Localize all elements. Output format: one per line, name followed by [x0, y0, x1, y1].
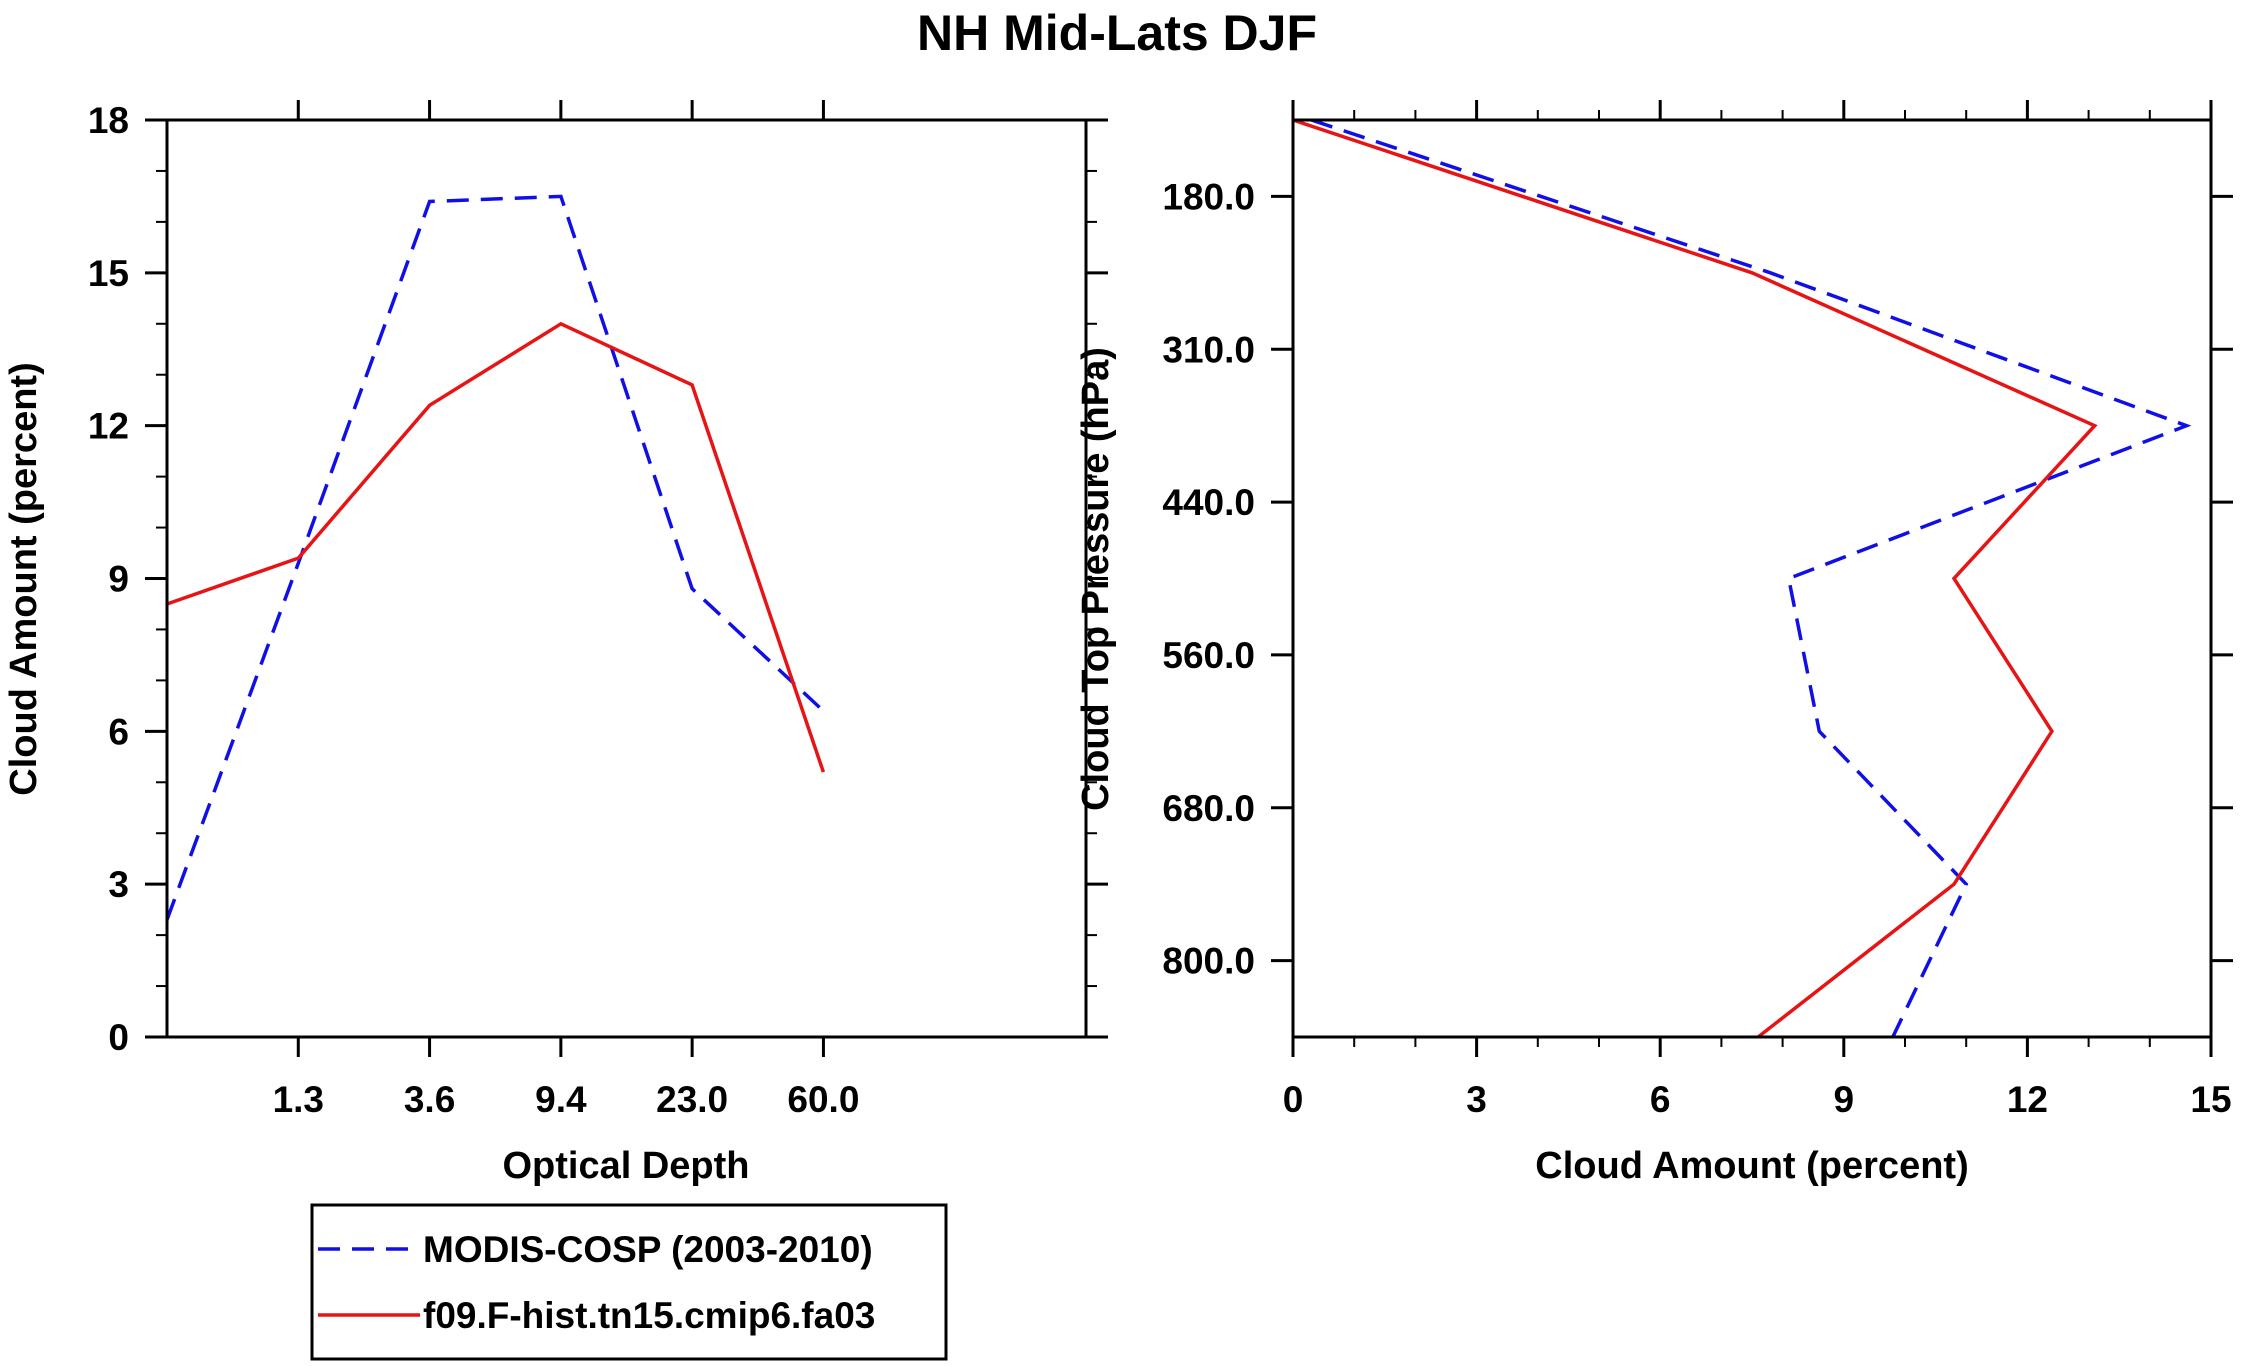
- right-x-tick-label: 9: [1834, 1079, 1855, 1120]
- right-x-tick-label: 3: [1466, 1079, 1487, 1120]
- optical-depth-panel: 0 3 6 9 12 15 18 1.3 3.6 9.4 23.0 60.0 Optical Dep…: [3, 100, 1108, 1187]
- legend-label-modis: MODIS-COSP (2003-2010): [423, 1229, 873, 1270]
- modis-pressure-profile-line: [1310, 118, 2192, 1038]
- pressure-axis-ticks: [1271, 100, 2233, 1057]
- right-y-tick-label: 310.0: [1162, 329, 1255, 370]
- left-y-tick-label: 6: [108, 711, 129, 752]
- right-y-tick-label: 560.0: [1162, 635, 1255, 676]
- left-x-tick-label: 1.3: [273, 1079, 324, 1120]
- modis-optical-depth-line: [165, 194, 825, 921]
- right-y-tick-label: 800.0: [1162, 941, 1255, 982]
- legend-label-model: f09.F-hist.tn15.cmip6.fa03: [423, 1295, 875, 1336]
- model-pressure-profile-line: [1292, 118, 2098, 1039]
- left-x-tick-label: 3.6: [404, 1079, 455, 1120]
- left-y-tick-label: 15: [88, 253, 129, 294]
- optical-depth-axis-ticks: [145, 100, 1108, 1057]
- right-y-axis-label: Cloud Top Pressure (hPa): [1075, 347, 1117, 811]
- left-x-tick-label: 9.4: [535, 1079, 587, 1120]
- left-x-tick-label: 23.0: [656, 1079, 728, 1120]
- left-y-tick-label: 9: [108, 559, 129, 600]
- optical-depth-series: [165, 194, 826, 921]
- right-x-tick-label: 0: [1283, 1079, 1304, 1120]
- figure-title: NH Mid-Lats DJF: [917, 5, 1317, 61]
- pressure-profile-plot-frame: [1291, 118, 2213, 1039]
- left-y-tick-label: 12: [88, 406, 129, 447]
- legend-box: [310, 1203, 948, 1361]
- right-x-tick-label: 15: [2190, 1079, 2231, 1120]
- left-x-tick-labels: 1.3 3.6 9.4 23.0 60.0: [273, 1079, 860, 1120]
- right-x-tick-label: 6: [1650, 1079, 1671, 1120]
- left-x-axis-label: Optical Depth: [502, 1145, 749, 1187]
- right-y-tick-label: 180.0: [1162, 176, 1255, 217]
- left-y-axis-label: Cloud Amount (percent): [3, 362, 45, 795]
- right-y-tick-label: 440.0: [1162, 482, 1255, 523]
- model-optical-depth-line: [166, 321, 826, 773]
- optical-depth-plot-frame: [165, 118, 1088, 1039]
- legend: MODIS-COSP (2003-2010) f09.F-hist.tn15.c…: [310, 1203, 948, 1361]
- right-y-tick-labels: 180.0 310.0 440.0 560.0 680.0 800.0: [1162, 176, 1255, 981]
- left-y-tick-label: 3: [108, 864, 129, 905]
- left-y-tick-labels: 0 3 6 9 12 15 18: [88, 100, 129, 1058]
- left-y-tick-label: 0: [108, 1017, 129, 1058]
- right-x-axis-label: Cloud Amount (percent): [1535, 1145, 1968, 1187]
- right-y-tick-label: 680.0: [1162, 788, 1255, 829]
- right-x-tick-labels: 0 3 6 9 12 15: [1283, 1079, 2232, 1120]
- pressure-profile-series: [1292, 118, 2192, 1039]
- left-y-tick-label: 18: [88, 100, 129, 141]
- left-x-tick-label: 60.0: [787, 1079, 859, 1120]
- right-x-tick-label: 12: [2007, 1079, 2048, 1120]
